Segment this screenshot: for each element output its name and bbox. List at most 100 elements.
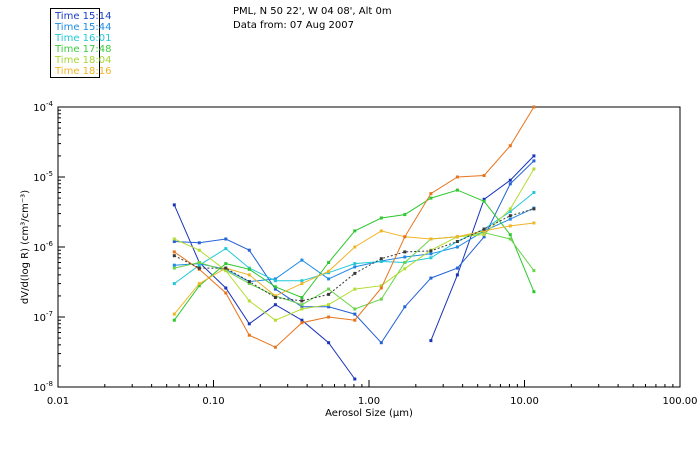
legend-item: Time 18:04 bbox=[55, 55, 112, 66]
data-point bbox=[508, 210, 512, 214]
data-point bbox=[247, 273, 251, 277]
data-point bbox=[197, 248, 201, 252]
series-line bbox=[174, 207, 535, 283]
y-tick-label: 10-8 bbox=[33, 380, 53, 394]
data-point bbox=[508, 233, 512, 237]
data-point bbox=[532, 191, 536, 194]
data-point bbox=[429, 276, 433, 280]
data-point bbox=[429, 252, 433, 256]
data-point bbox=[327, 315, 331, 319]
data-point bbox=[429, 339, 433, 343]
data-point bbox=[403, 267, 407, 271]
x-tick-label: 1.00 bbox=[358, 396, 380, 407]
data-point bbox=[224, 291, 228, 295]
x-tick-label: 100.00 bbox=[663, 396, 698, 407]
data-point bbox=[429, 237, 433, 241]
data-point bbox=[327, 341, 331, 345]
data-point bbox=[379, 257, 383, 261]
y-tick-label: 10-6 bbox=[33, 240, 53, 254]
data-point bbox=[353, 307, 357, 311]
data-point bbox=[273, 279, 277, 283]
legend-item: Time 17:48 bbox=[55, 44, 112, 55]
legend-item: Time 15:14 bbox=[55, 11, 112, 22]
data-point bbox=[532, 207, 536, 211]
data-point bbox=[172, 282, 176, 286]
data-point bbox=[273, 296, 277, 299]
legend-item: Time 15:44 bbox=[55, 22, 112, 33]
data-point bbox=[224, 237, 228, 241]
data-point bbox=[300, 307, 304, 311]
data-point bbox=[327, 287, 331, 291]
data-point bbox=[403, 250, 407, 254]
data-point bbox=[300, 279, 304, 283]
series-line bbox=[173, 204, 356, 380]
data-series-series-blue bbox=[172, 159, 536, 345]
data-point bbox=[273, 318, 277, 322]
data-point bbox=[247, 299, 251, 303]
data-point bbox=[482, 231, 486, 235]
data-point bbox=[172, 203, 176, 207]
data-point bbox=[532, 167, 536, 171]
data-point bbox=[482, 197, 486, 201]
data-point bbox=[172, 237, 176, 241]
data-point bbox=[300, 305, 304, 309]
plot-frame bbox=[57, 106, 681, 388]
data-point bbox=[403, 255, 407, 259]
data-point bbox=[508, 207, 512, 211]
data-point bbox=[532, 159, 536, 163]
data-point bbox=[455, 240, 459, 243]
data-point bbox=[197, 261, 201, 264]
data-point bbox=[197, 266, 201, 270]
data-point bbox=[455, 245, 459, 249]
y-tick-label: 10-7 bbox=[33, 310, 53, 324]
data-point bbox=[300, 318, 304, 322]
data-point bbox=[273, 294, 277, 298]
data-point bbox=[482, 235, 486, 239]
data-point bbox=[353, 377, 357, 381]
data-point bbox=[429, 256, 433, 260]
data-point bbox=[379, 284, 383, 288]
data-point bbox=[300, 258, 304, 262]
x-axis-ticks: 0.01 0.10 1.00 10.00 100.00 bbox=[47, 380, 698, 407]
data-point bbox=[300, 303, 304, 307]
data-point bbox=[197, 263, 201, 267]
data-point bbox=[273, 303, 277, 307]
data-point bbox=[455, 175, 459, 179]
data-point bbox=[455, 266, 459, 270]
data-point bbox=[379, 260, 383, 263]
y-axis-label: dV/d(log R) (cm³/cm⁻³) bbox=[20, 190, 31, 304]
series-line bbox=[173, 222, 534, 315]
data-series-series-dark-blue-b bbox=[429, 154, 536, 343]
data-point bbox=[379, 297, 383, 301]
data-point bbox=[532, 221, 536, 225]
data-point bbox=[327, 277, 331, 281]
data-point bbox=[327, 292, 331, 296]
data-point bbox=[455, 235, 459, 239]
data-point bbox=[197, 284, 201, 288]
data-point bbox=[353, 229, 357, 233]
data-point bbox=[482, 199, 486, 203]
legend-item: Time 18:16 bbox=[55, 66, 112, 77]
data-point bbox=[172, 312, 176, 316]
data-point bbox=[353, 271, 357, 275]
x-tick-label: 0.10 bbox=[202, 396, 224, 407]
data-series-series-dark-dashed bbox=[172, 207, 536, 303]
data-point bbox=[197, 241, 201, 245]
data-point bbox=[172, 318, 176, 322]
legend-box bbox=[50, 8, 100, 78]
data-point bbox=[172, 266, 176, 270]
data-point bbox=[172, 240, 176, 243]
data-point bbox=[403, 305, 407, 309]
data-point bbox=[379, 229, 383, 233]
data-point bbox=[532, 154, 536, 158]
data-point bbox=[353, 312, 357, 316]
data-point bbox=[273, 285, 277, 289]
data-point bbox=[482, 233, 486, 237]
data-point bbox=[273, 345, 277, 349]
data-point bbox=[379, 216, 383, 220]
data-point bbox=[532, 105, 536, 109]
data-point bbox=[300, 321, 304, 325]
data-point bbox=[353, 287, 357, 291]
y-tick-label: 10-4 bbox=[33, 100, 53, 114]
data-point bbox=[379, 341, 383, 345]
